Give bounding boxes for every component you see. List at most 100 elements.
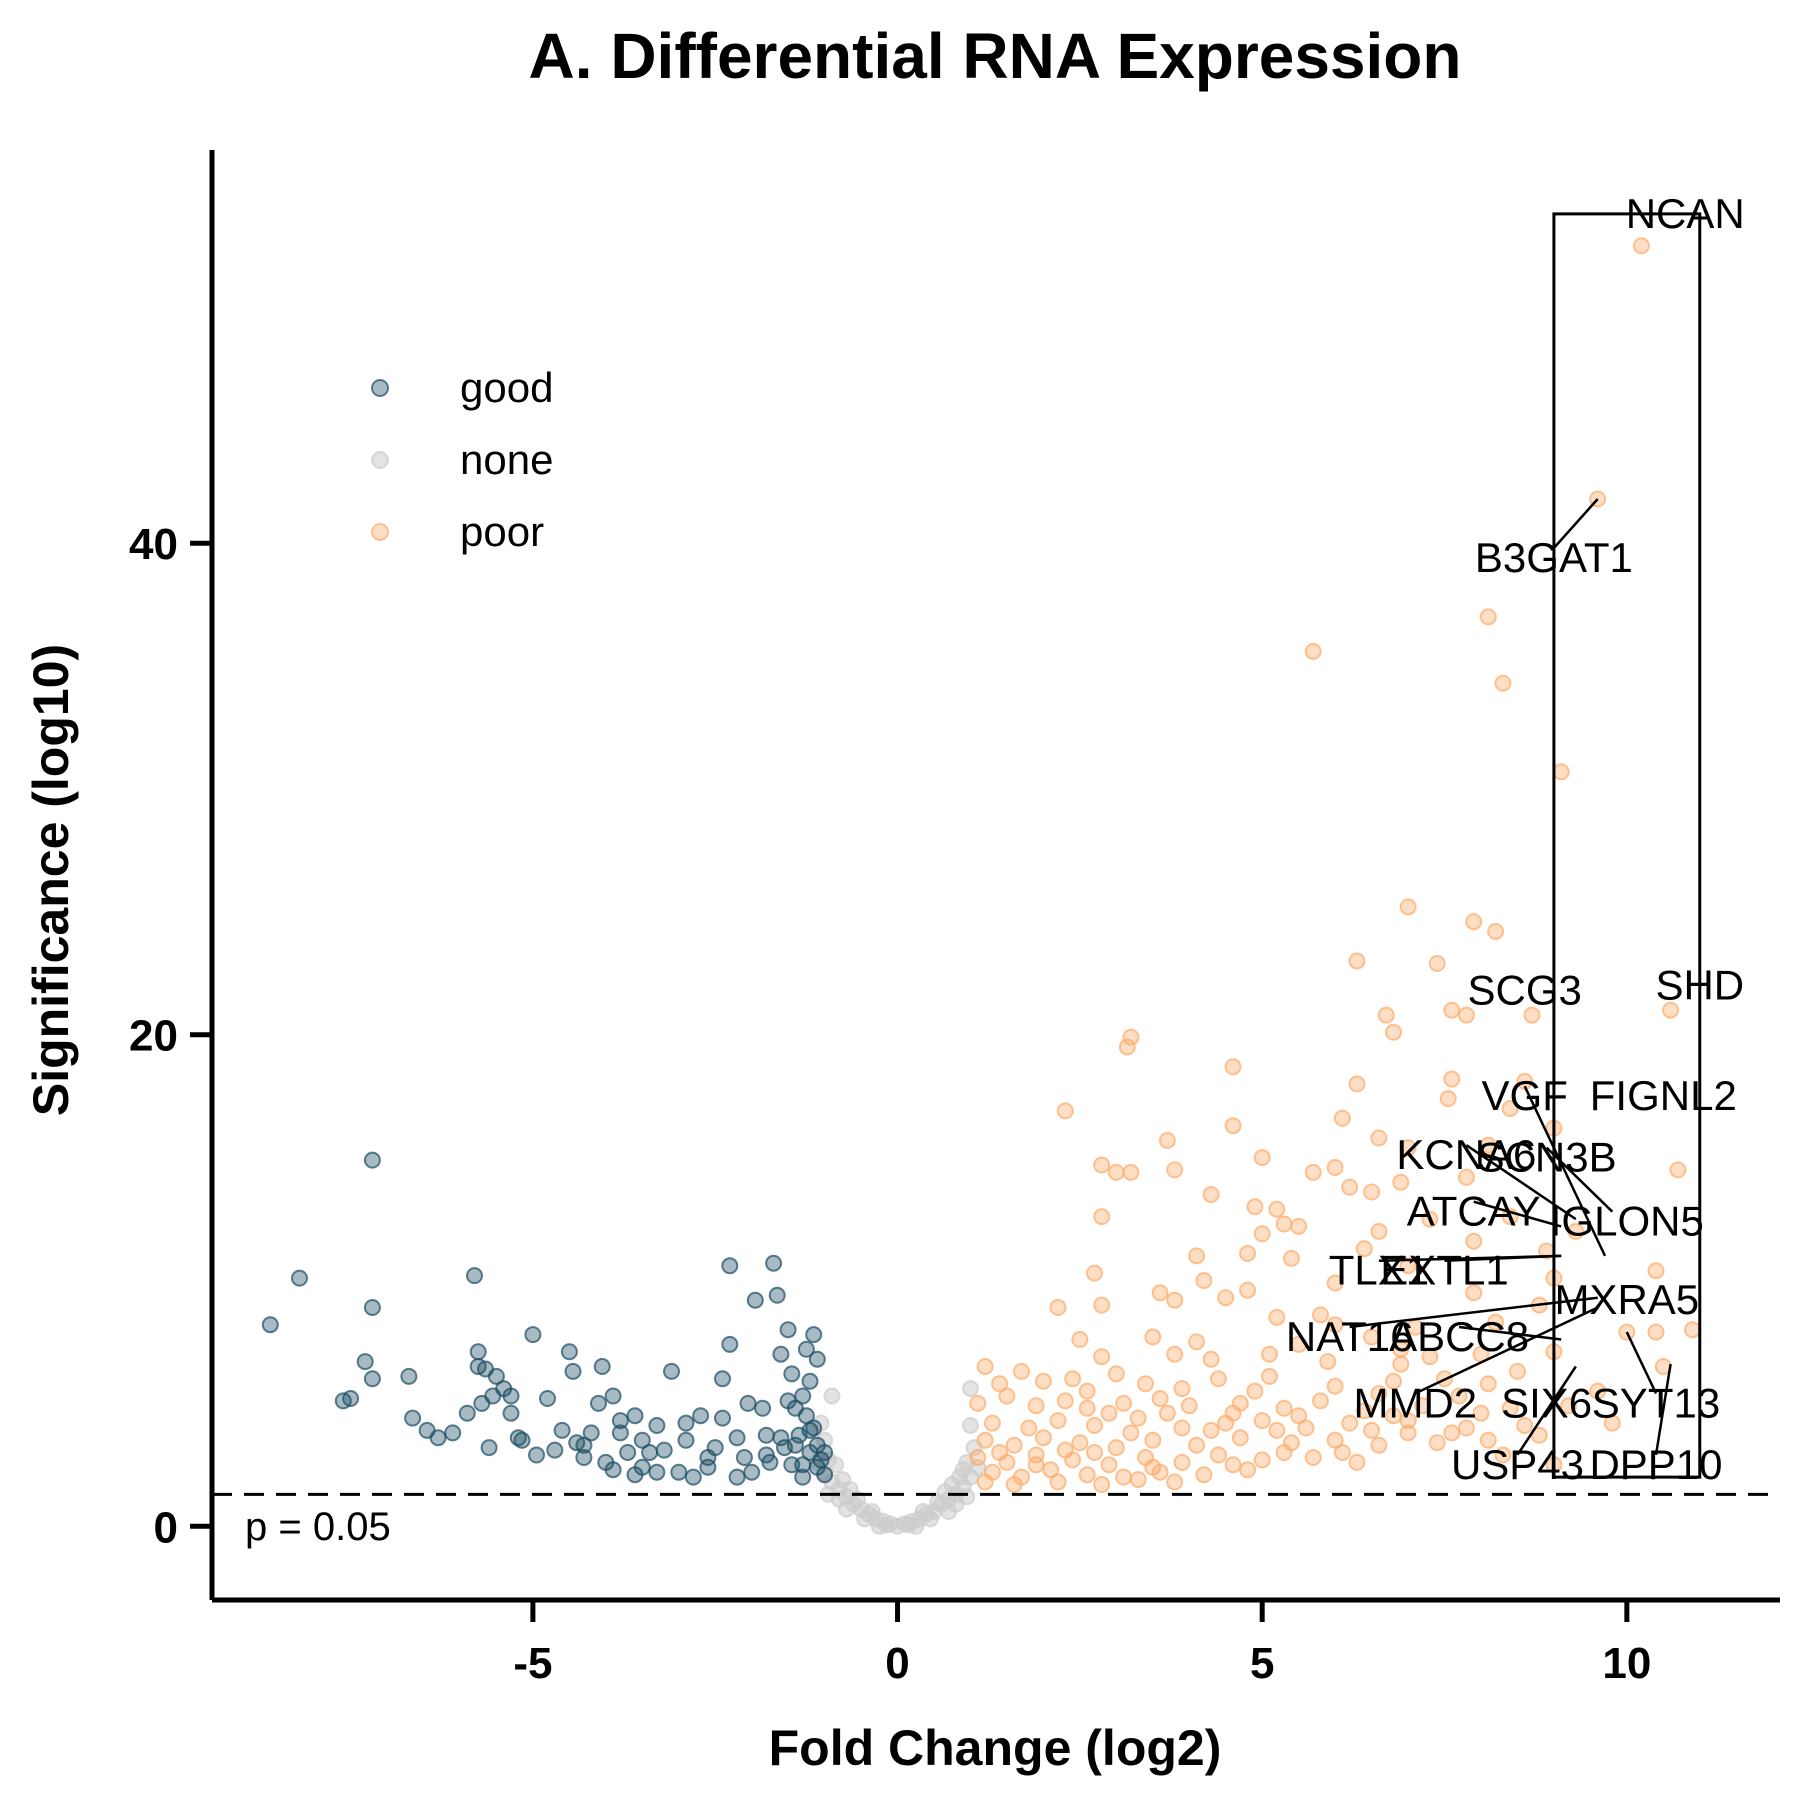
point-poor — [1275, 1215, 1293, 1233]
point-poor — [1443, 1001, 1461, 1019]
point-good — [692, 1407, 710, 1425]
point-poor — [1158, 1131, 1176, 1149]
point-poor — [1078, 1382, 1096, 1400]
point-poor — [1115, 1468, 1133, 1486]
point-good — [706, 1439, 724, 1457]
point-good — [663, 1362, 680, 1380]
point-poor — [1399, 1139, 1417, 1157]
point-poor — [1501, 1100, 1519, 1117]
point-poor — [1246, 1198, 1264, 1216]
point-poor — [998, 1387, 1016, 1405]
point-good — [801, 1444, 819, 1461]
point-poor — [1355, 1402, 1373, 1420]
point-poor — [1326, 1159, 1344, 1176]
point-poor — [1020, 1419, 1038, 1437]
point-poor — [1224, 1404, 1242, 1422]
point-poor — [1005, 1476, 1023, 1493]
series-none — [808, 1380, 987, 1535]
point-poor — [1669, 1161, 1687, 1179]
x-tick-label: 0 — [885, 1639, 909, 1688]
point-poor — [1421, 1348, 1439, 1366]
point-poor — [1494, 674, 1512, 692]
point-good — [768, 1286, 786, 1304]
point-poor — [1122, 1424, 1140, 1442]
point-good — [502, 1404, 520, 1422]
point-poor — [1049, 1299, 1067, 1316]
point-poor — [1421, 1210, 1439, 1228]
point-poor — [1071, 1331, 1089, 1348]
point-poor — [1443, 1424, 1461, 1442]
point-poor — [1297, 1419, 1315, 1437]
gene-label-nat16: NAT16 — [1286, 1313, 1414, 1360]
point-good — [404, 1409, 422, 1427]
point-none — [856, 1510, 874, 1528]
point-poor — [1166, 1345, 1184, 1363]
point-poor — [1064, 1370, 1082, 1388]
point-poor — [1042, 1461, 1060, 1479]
point-poor — [1370, 1385, 1388, 1403]
point-poor — [1005, 1436, 1023, 1454]
point-poor — [1217, 1289, 1235, 1307]
gene-label-atcay: ATCAY — [1407, 1188, 1541, 1235]
point-good — [560, 1343, 578, 1361]
connector-usp43 — [1516, 1365, 1577, 1456]
connector-extl1 — [1444, 1254, 1562, 1262]
point-good — [342, 1390, 360, 1407]
point-poor — [1363, 1183, 1381, 1201]
point-poor — [1472, 1404, 1490, 1422]
point-poor — [1662, 1001, 1680, 1019]
point-poor — [969, 1449, 987, 1466]
point-good — [772, 1345, 790, 1363]
connector-b3gat1 — [1552, 498, 1599, 549]
point-poor — [1501, 1399, 1519, 1417]
point-none — [827, 1456, 845, 1474]
point-good — [633, 1431, 651, 1449]
point-none — [958, 1488, 976, 1506]
point-poor — [1567, 1222, 1585, 1240]
point-poor — [1129, 1471, 1147, 1489]
point-none — [962, 1380, 979, 1398]
x-tick-label: 5 — [1250, 1639, 1274, 1688]
point-good — [805, 1326, 823, 1344]
point-good — [757, 1426, 775, 1444]
point-poor — [1027, 1397, 1045, 1415]
point-poor — [1151, 1284, 1169, 1302]
point-good — [655, 1441, 673, 1459]
point-poor — [1290, 1335, 1308, 1353]
point-poor — [1392, 1173, 1410, 1191]
point-poor — [1304, 642, 1322, 660]
point-poor — [1355, 1240, 1373, 1258]
point-poor — [1056, 1102, 1074, 1120]
point-poor — [1312, 1306, 1329, 1324]
point-poor — [1290, 1407, 1308, 1425]
x-axis-ticks: -5 0 5 10 — [513, 1600, 1651, 1688]
point-poor — [1428, 1434, 1446, 1452]
gene-label-mmd2: MMD2 — [1353, 1379, 1477, 1426]
point-good — [400, 1367, 418, 1385]
point-good — [765, 1254, 783, 1272]
point-poor — [1115, 1394, 1133, 1412]
gene-label-extl1: EXTL1 — [1380, 1247, 1508, 1294]
point-poor — [1100, 1404, 1118, 1422]
point-poor — [1144, 1328, 1162, 1346]
point-poor — [1457, 1419, 1475, 1437]
gene-label-b3gat1: B3GAT1 — [1475, 534, 1633, 581]
point-poor — [1632, 237, 1650, 255]
y-tick-label: 40 — [129, 520, 178, 569]
point-poor — [1188, 1247, 1206, 1265]
point-good — [797, 1340, 815, 1358]
legend: good none poor — [371, 364, 553, 555]
point-good — [597, 1453, 615, 1471]
point-poor — [1282, 1249, 1300, 1267]
point-poor — [1195, 1272, 1213, 1289]
point-poor — [1457, 1168, 1475, 1186]
point-poor — [976, 1431, 994, 1449]
legend-label-none: none — [460, 436, 553, 483]
legend-label-good: good — [460, 364, 553, 411]
point-poor — [1027, 1456, 1045, 1474]
connector-atcay — [1473, 1200, 1562, 1228]
point-poor — [1647, 1323, 1665, 1341]
point-none — [838, 1500, 855, 1518]
point-good — [746, 1291, 764, 1309]
point-good — [779, 1392, 797, 1410]
